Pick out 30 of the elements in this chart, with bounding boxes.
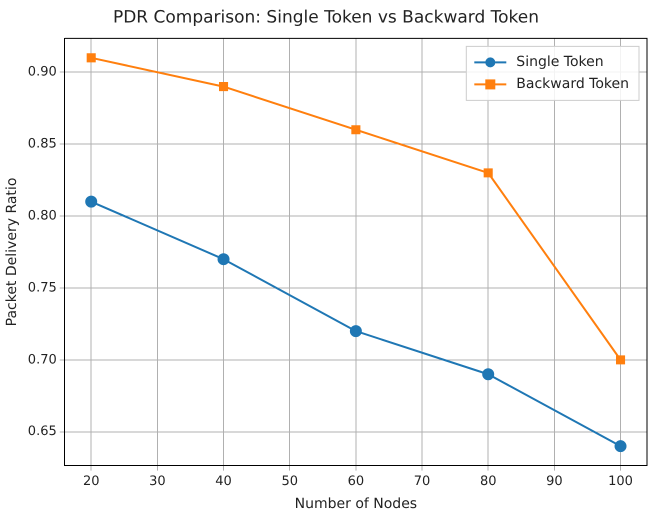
point (482, 368, 494, 380)
point (614, 440, 627, 452)
x-tick-label: 20 (82, 474, 100, 489)
x-tick-label: 80 (480, 474, 496, 489)
chart-title: PDR Comparison: Single Token vs Backward Token (112, 8, 540, 28)
legend-label: Single Token (516, 54, 604, 70)
x-tick-label: 60 (348, 474, 364, 489)
x-tick-label: 100 (608, 474, 633, 489)
x-tick-label: 40 (215, 474, 232, 489)
point (219, 82, 228, 92)
y-axis-title: Packet Delivery Ratio (4, 178, 20, 326)
y-tick-label: 0.80 (28, 208, 57, 224)
point (350, 325, 362, 338)
point (616, 355, 626, 364)
legend-label: Backward Token (516, 76, 630, 92)
y-tick-label: 0.90 (28, 64, 57, 80)
y-tick-label: 0.70 (28, 352, 57, 368)
point (218, 253, 230, 266)
x-tick-label: 90 (546, 474, 563, 489)
y-tick-label: 0.65 (28, 424, 57, 440)
point (85, 196, 98, 208)
point (86, 53, 96, 62)
point (351, 125, 360, 134)
point (484, 168, 493, 178)
x-tick-label: 30 (149, 474, 166, 489)
y-tick-label: 0.75 (28, 280, 57, 296)
x-tick-label: 70 (414, 474, 430, 489)
y-tick-label: 0.85 (28, 136, 57, 152)
x-axis-title: Number of Nodes (294, 496, 418, 512)
x-tick-label: 50 (281, 474, 298, 489)
